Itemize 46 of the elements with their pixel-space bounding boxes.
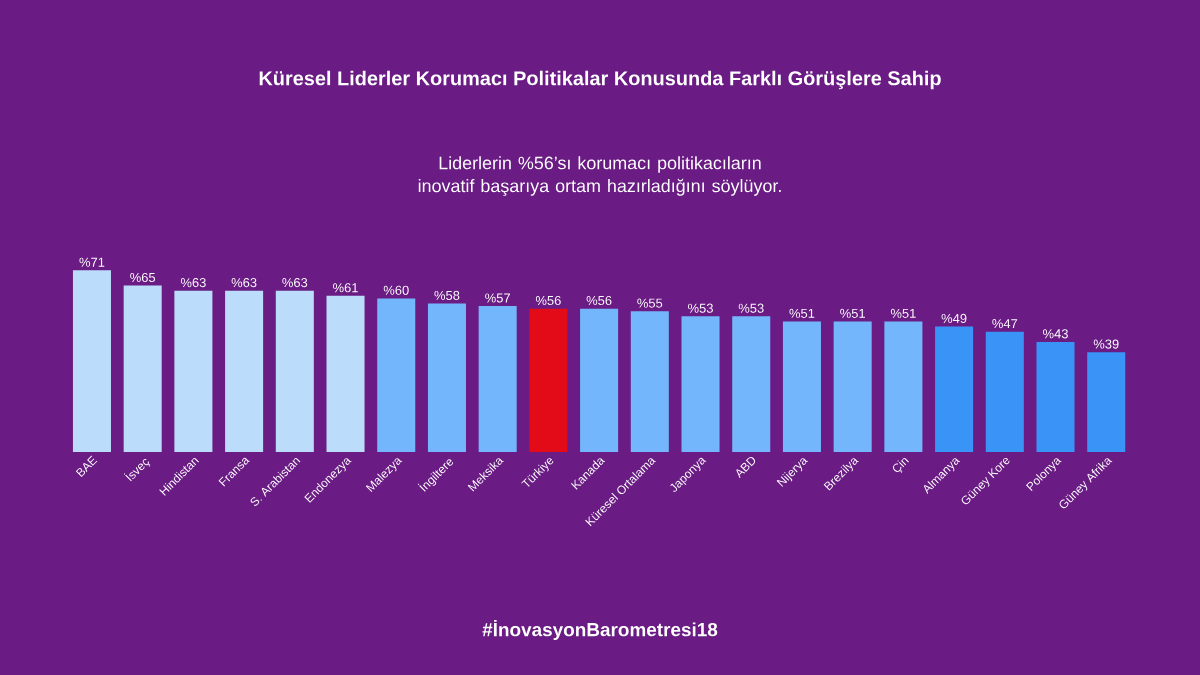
data-label: %57 [485,293,510,303]
bar [123,285,162,452]
data-label: %56 [586,295,612,306]
bar [732,316,771,452]
data-label: %51 [789,308,815,318]
bar [935,326,974,452]
bar [72,270,111,452]
bar [580,308,619,452]
bar [782,321,821,452]
bar [427,303,466,452]
data-label: %55 [637,298,663,308]
data-label: %71 [79,257,105,267]
chart-title: Küresel Liderler Korumacı Politikalar Konusunda Farklı Görüşlere Sahip [259,70,941,90]
text: #İnovasyonBarometresi18 [482,619,718,641]
bar [833,321,872,452]
data-label: %49 [941,313,967,324]
data-label: %65 [130,272,156,283]
data-label: %51 [890,308,916,318]
bar [377,298,416,452]
data-label: %63 [231,278,257,288]
bar [478,306,517,452]
data-label: %53 [688,303,713,313]
bar [174,290,213,452]
data-label: %51 [840,308,865,318]
bar [985,331,1024,452]
data-label: %63 [180,278,206,288]
bar [1036,341,1075,452]
bar [630,311,669,452]
data-label: %39 [1093,339,1119,349]
data-label: %43 [1043,329,1068,339]
bar [884,321,923,452]
data-label: %60 [383,285,409,295]
bar [225,290,264,452]
chart-subtitle: Liderlerin %56’sı korumacı politikacıların inovatif başarıya ortam hazırladığını söylüyor. [418,156,781,196]
bar [326,295,365,452]
data-label: %61 [333,283,358,293]
bar [275,290,314,452]
data-label: %58 [434,290,460,300]
data-label: %56 [535,295,561,306]
bar [1087,352,1126,452]
data-label: %53 [738,303,764,313]
data-label: %47 [992,319,1018,329]
data-label: %63 [282,278,308,288]
bar [529,308,568,452]
x-tick-label: Çin [892,457,909,474]
bar [681,316,720,452]
